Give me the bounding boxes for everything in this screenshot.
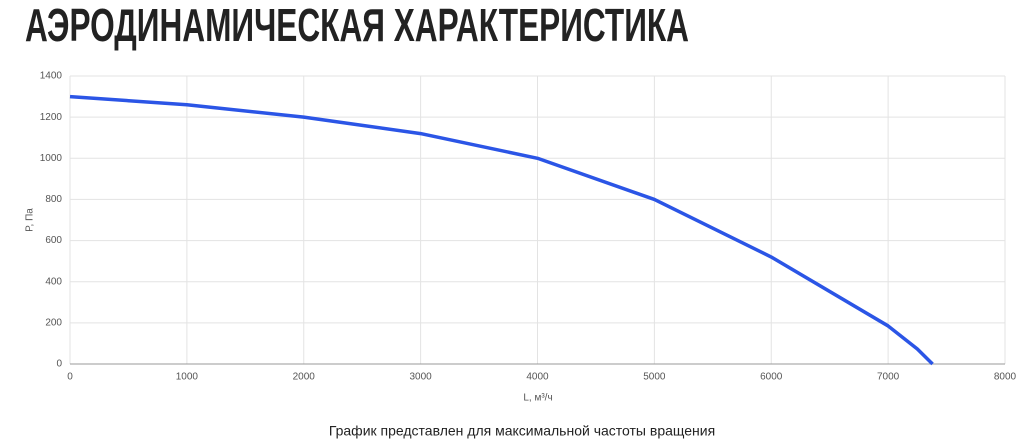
chart-title: АЭРОДИНАМИЧЕСКАЯ ХАРАКТЕРИСТИКА	[25, 0, 689, 51]
x-tick-label: 7000	[877, 372, 900, 383]
y-tick-label: 400	[45, 276, 62, 287]
x-tick-label: 2000	[293, 372, 316, 383]
y-tick-label: 600	[45, 235, 62, 246]
footnote: График представлен для максимальной част…	[329, 423, 715, 439]
y-tick-label: 200	[45, 317, 62, 328]
y-tick-label: 0	[56, 359, 62, 370]
x-tick-label: 4000	[526, 372, 549, 383]
y-tick-label: 800	[45, 194, 62, 205]
x-axis-label: L, м³/ч	[523, 393, 552, 404]
x-tick-label: 3000	[410, 372, 433, 383]
x-tick-label: 5000	[643, 372, 666, 383]
x-tick-label: 0	[67, 372, 73, 383]
y-tick-label: 1200	[40, 112, 63, 123]
y-tick-label: 1400	[40, 71, 63, 82]
x-tick-label: 6000	[760, 372, 783, 383]
x-tick-label: 8000	[994, 372, 1017, 383]
x-tick-label: 1000	[176, 372, 199, 383]
y-axis-label: P, Па	[25, 208, 36, 232]
data-line	[69, 94, 934, 366]
y-tick-label: 1000	[40, 153, 63, 164]
